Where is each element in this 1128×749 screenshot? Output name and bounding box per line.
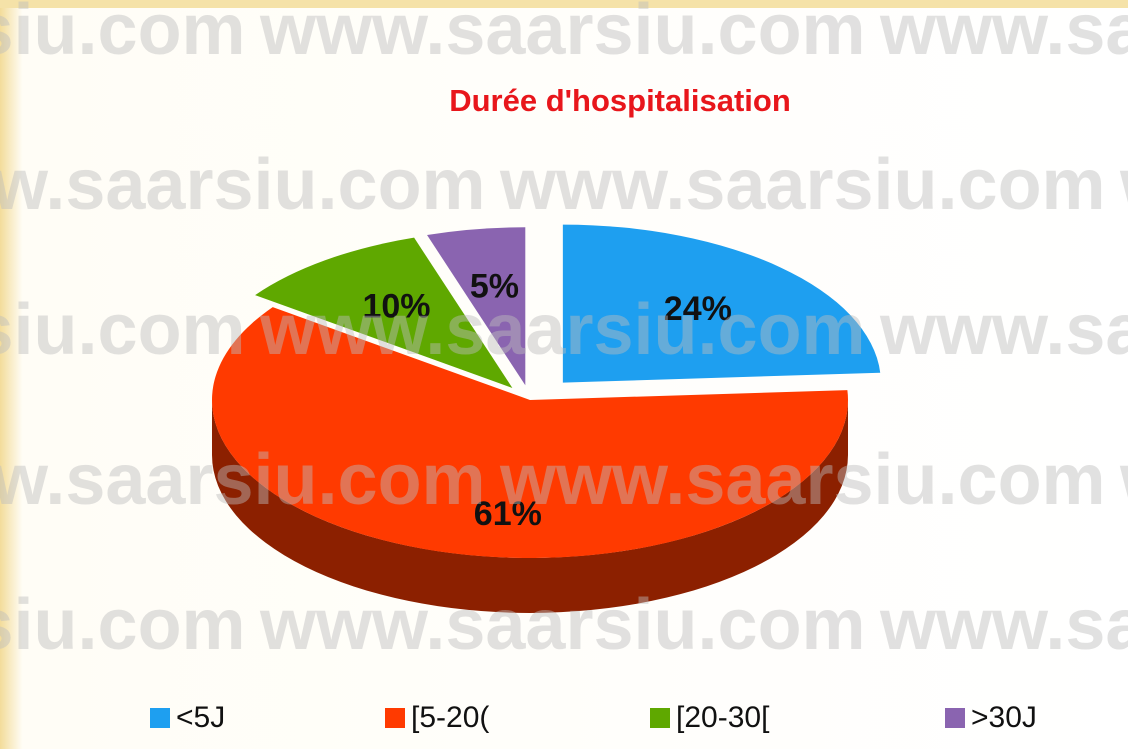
data-label: 24% [664,290,732,328]
legend-swatch [150,708,170,728]
legend-label: [20-30[ [676,701,770,734]
data-label: 5% [470,268,519,306]
chart-title: Durée d'hospitalisation [449,83,791,118]
top-border [0,0,1128,8]
legend: <5J [5-20( [20-30[ >30J [150,701,1037,734]
slice [212,307,848,559]
legend-label: [5-20( [411,701,489,734]
slice-side [212,400,848,613]
legend-swatch [945,708,965,728]
data-label: 61% [474,495,542,533]
data-label: 10% [362,288,430,326]
legend-swatch [385,708,405,728]
slice [255,237,513,388]
pie: 24% 61% 10% 5% [212,224,881,613]
legend-swatch [650,708,670,728]
legend-label: <5J [176,701,225,734]
legend-label: >30J [971,701,1037,734]
slice [562,224,881,383]
slice [427,227,526,386]
